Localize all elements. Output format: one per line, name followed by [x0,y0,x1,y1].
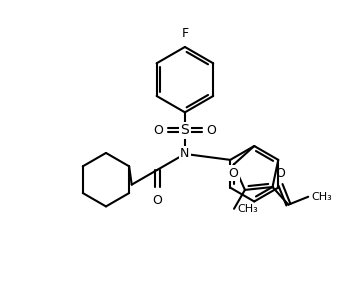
Text: S: S [181,123,189,137]
Text: O: O [153,124,163,137]
Text: N: N [180,147,190,161]
Text: O: O [207,124,216,137]
Text: CH₃: CH₃ [237,204,258,214]
Text: O: O [276,167,285,180]
Text: O: O [152,193,162,207]
Text: F: F [181,27,188,40]
Text: CH₃: CH₃ [311,192,332,202]
Text: O: O [229,166,239,180]
